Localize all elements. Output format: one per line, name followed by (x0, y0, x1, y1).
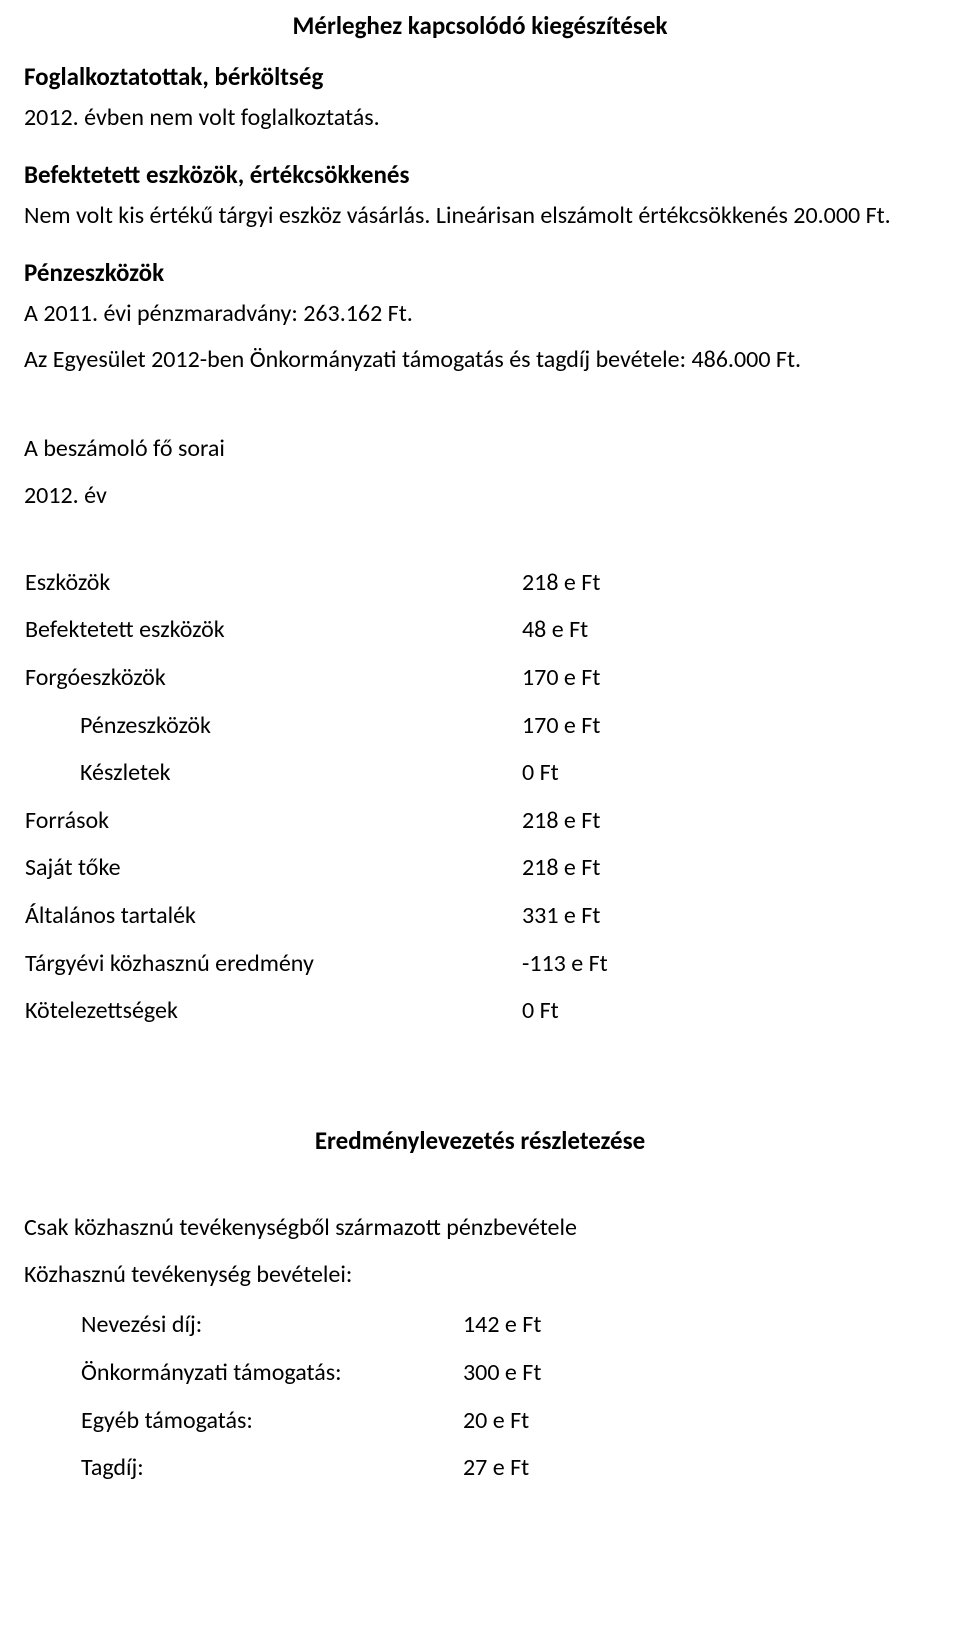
pl-row-label: Nevezési díj: (80, 1301, 462, 1349)
summary-heading: A beszámoló fő sorai (24, 429, 936, 470)
employment-line-1: 2012. évben nem volt foglalkoztatás. (24, 98, 936, 139)
table-row: Befektetett eszközök48 e Ft (24, 606, 723, 654)
pl-row-value: 27 e Ft (462, 1444, 664, 1492)
pl-row-value: 20 e Ft (462, 1397, 664, 1445)
table-row: Forgóeszközök170 e Ft (24, 654, 723, 702)
table-row: Általános tartalék331 e Ft (24, 892, 723, 940)
page-title: Mérleghez kapcsolódó kiegészítések (24, 10, 936, 41)
balance-row-label: Forgóeszközök (24, 654, 521, 702)
balance-row-value: 0 Ft (521, 749, 723, 797)
balance-table: Eszközök218 e FtBefektetett eszközök48 e… (24, 559, 723, 1035)
balance-row-label: Befektetett eszközök (24, 606, 521, 654)
pl-line-1: Csak közhasznú tevékenységből származott… (24, 1208, 936, 1249)
table-row: Önkormányzati támogatás:300 e Ft (80, 1349, 664, 1397)
cash-line-2: Az Egyesület 2012-ben Önkormányzati támo… (24, 340, 936, 381)
balance-row-value: 218 e Ft (521, 844, 723, 892)
pl-heading: Eredménylevezetés részletezése (24, 1125, 936, 1156)
table-row: Tárgyévi közhasznú eredmény-113 e Ft (24, 940, 723, 988)
section-heading-employment: Foglalkoztatottak, bérköltség (24, 61, 936, 92)
pl-row-value: 300 e Ft (462, 1349, 664, 1397)
cash-line-1: A 2011. évi pénzmaradvány: 263.162 Ft. (24, 294, 936, 335)
balance-row-value: 0 Ft (521, 987, 723, 1035)
section-heading-cash: Pénzeszközök (24, 257, 936, 288)
table-row: Eszközök218 e Ft (24, 559, 723, 607)
balance-row-label: Saját tőke (24, 844, 521, 892)
table-row: Készletek0 Ft (24, 749, 723, 797)
table-row: Egyéb támogatás:20 e Ft (80, 1397, 664, 1445)
balance-row-label: Tárgyévi közhasznú eredmény (24, 940, 521, 988)
document-page: Mérleghez kapcsolódó kiegészítések Fogla… (0, 0, 960, 1640)
balance-row-label: Kötelezettségek (24, 987, 521, 1035)
pl-row-label: Tagdíj: (80, 1444, 462, 1492)
balance-row-value: 218 e Ft (521, 797, 723, 845)
balance-row-value: 331 e Ft (521, 892, 723, 940)
table-row: Források218 e Ft (24, 797, 723, 845)
table-row: Kötelezettségek0 Ft (24, 987, 723, 1035)
balance-row-label: Források (24, 797, 521, 845)
pl-row-value: 142 e Ft (462, 1301, 664, 1349)
pl-row-label: Egyéb támogatás: (80, 1397, 462, 1445)
table-row: Pénzeszközök170 e Ft (24, 702, 723, 750)
pl-row-label: Önkormányzati támogatás: (80, 1349, 462, 1397)
balance-row-value: 170 e Ft (521, 702, 723, 750)
table-row: Tagdíj:27 e Ft (80, 1444, 664, 1492)
balance-row-value: 48 e Ft (521, 606, 723, 654)
balance-row-label: Készletek (24, 749, 521, 797)
table-row: Saját tőke218 e Ft (24, 844, 723, 892)
assets-line-1: Nem volt kis értékű tárgyi eszköz vásárl… (24, 196, 936, 237)
pl-line-2: Közhasznú tevékenység bevételei: (24, 1255, 936, 1296)
pl-table: Nevezési díj:142 e FtÖnkormányzati támog… (80, 1301, 664, 1491)
balance-row-label: Eszközök (24, 559, 521, 607)
balance-row-value: 170 e Ft (521, 654, 723, 702)
summary-year: 2012. év (24, 476, 936, 517)
section-heading-assets: Befektetett eszközök, értékcsökkenés (24, 159, 936, 190)
balance-row-label: Pénzeszközök (24, 702, 521, 750)
table-row: Nevezési díj:142 e Ft (80, 1301, 664, 1349)
balance-row-label: Általános tartalék (24, 892, 521, 940)
balance-row-value: 218 e Ft (521, 559, 723, 607)
balance-row-value: -113 e Ft (521, 940, 723, 988)
